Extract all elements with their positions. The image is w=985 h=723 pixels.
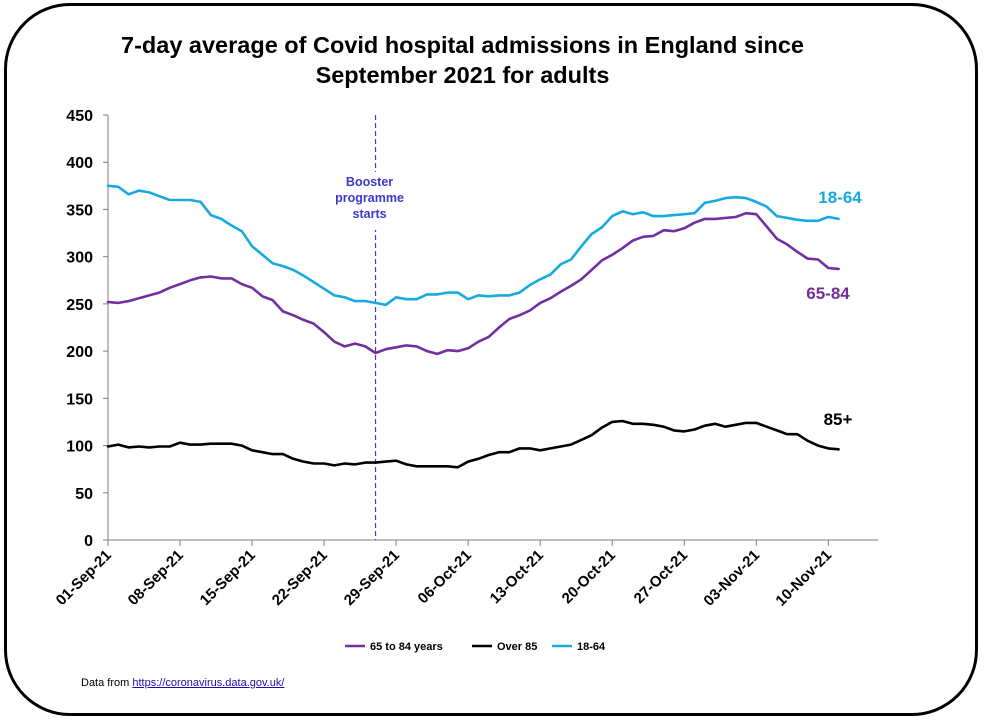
- x-tick-label: 22-Sep-21: [269, 547, 331, 609]
- legend-label-18-64: 18-64: [577, 641, 606, 653]
- series-line-65-84: [106, 211, 840, 356]
- chart-title-line-2: September 2021 for adults: [315, 62, 610, 88]
- series-lines: [106, 184, 840, 469]
- y-tick-label: 300: [66, 250, 93, 267]
- y-tick-label: 50: [75, 486, 93, 503]
- y-tick-label: 400: [66, 155, 93, 172]
- series-end-labels: 65-84 85+ 18-64: [790, 181, 878, 433]
- chart-title-line-1: 7-day average of Covid hospital admissio…: [121, 32, 804, 58]
- x-tick-label: 10-Nov-21: [772, 547, 835, 610]
- chart-title: 7-day average of Covid hospital admissio…: [0, 30, 925, 90]
- booster-annotation: Booster programme starts: [320, 115, 431, 540]
- booster-label-line: Booster: [346, 175, 393, 189]
- x-tick-label: 27-Oct-21: [631, 547, 691, 607]
- end-label-background: [800, 403, 876, 433]
- series-line-18-64: [106, 184, 840, 307]
- y-tick-label: 200: [66, 344, 93, 361]
- booster-label-background: [320, 172, 431, 230]
- end-label-65-84: 65-84: [806, 284, 850, 303]
- x-tick-label: 06-Oct-21: [415, 547, 475, 607]
- end-label-18-64: 18-64: [818, 188, 862, 207]
- axes: [107, 115, 878, 541]
- legend: 65 to 84 years Over 85 18-64: [345, 641, 606, 653]
- booster-label-line: programme: [335, 191, 404, 205]
- source-prefix: Data from: [81, 677, 133, 689]
- series-line-85+: [106, 419, 840, 469]
- legend-label-85+: Over 85: [497, 641, 537, 653]
- data-source: Data from https://coronavirus.data.gov.u…: [81, 677, 284, 689]
- x-tick-label: 13-Oct-21: [487, 547, 547, 607]
- y-tick-label: 450: [66, 108, 93, 125]
- tick-labels: 0 50 100 150 200 250 300 350 400 450 01-Sep-21 08-S…: [53, 108, 835, 610]
- y-tick-label: 150: [66, 391, 93, 408]
- end-label-background: [802, 181, 878, 211]
- end-label-background: [790, 277, 866, 307]
- source-link[interactable]: https://coronavirus.data.gov.uk/: [132, 677, 285, 689]
- x-tick-label: 01-Sep-21: [53, 547, 115, 609]
- x-tick-label: 15-Sep-21: [197, 547, 259, 609]
- x-tick-label: 08-Sep-21: [125, 547, 187, 609]
- x-tick-label: 29-Sep-21: [341, 547, 403, 609]
- x-tick-label: 20-Oct-21: [559, 547, 619, 607]
- y-tick-label: 0: [84, 533, 93, 550]
- booster-label-line: starts: [353, 207, 387, 221]
- y-tick-label: 350: [66, 202, 93, 219]
- x-tick-label: 03-Nov-21: [700, 547, 763, 610]
- end-label-85+: 85+: [824, 410, 853, 429]
- y-tick-label: 100: [66, 439, 93, 456]
- legend-label-65-84: 65 to 84 years: [370, 641, 443, 653]
- y-tick-label: 250: [66, 297, 93, 314]
- chart-frame: [4, 3, 978, 716]
